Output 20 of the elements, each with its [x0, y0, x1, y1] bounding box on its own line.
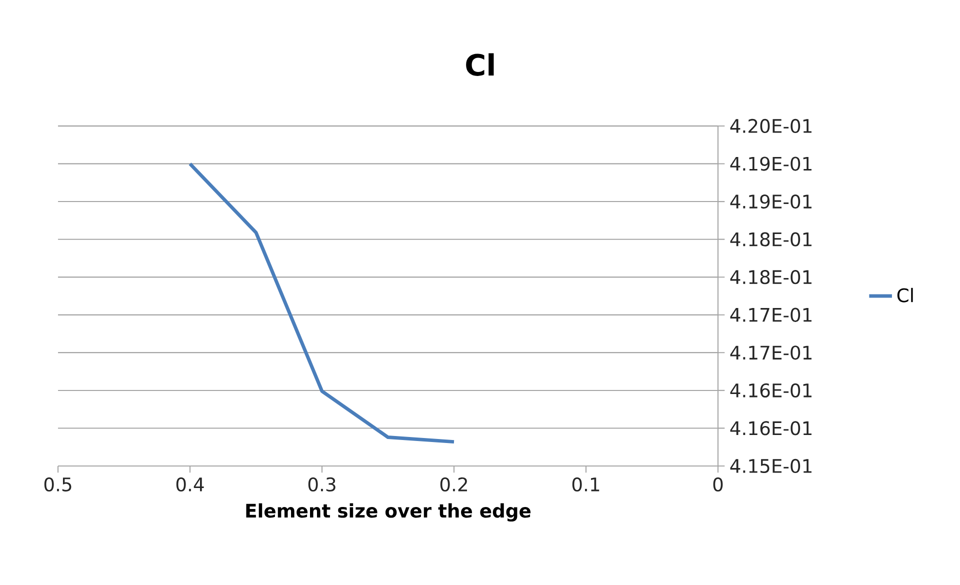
legend-label: Cl — [897, 288, 913, 302]
y-tick-label: 4.19E-01 — [730, 156, 812, 171]
x-tick-label: 0.4 — [176, 477, 204, 492]
y-tick-label: 4.18E-01 — [730, 232, 812, 246]
x-axis-title: Element size over the edge — [246, 503, 531, 522]
x-tick-label: 0.3 — [308, 477, 336, 492]
line-series — [188, 162, 456, 444]
x-tick-label: 0.5 — [44, 477, 72, 492]
y-tick-label: 4.17E-01 — [730, 346, 812, 360]
x-tick-label: 0 — [713, 477, 723, 492]
y-tick-label: 4.16E-01 — [730, 383, 812, 398]
chart-title: Cl — [466, 53, 494, 76]
y-tick-label: 4.15E-01 — [730, 458, 812, 474]
y-tick-label: 4.18E-01 — [730, 270, 812, 284]
y-tick-label: 4.16E-01 — [730, 421, 812, 436]
x-tick-label: 0.1 — [572, 477, 600, 492]
y-tick-label: 4.20E-01 — [730, 118, 812, 134]
y-tick-label: 4.17E-01 — [730, 308, 812, 322]
x-tick-label: 0.2 — [440, 477, 467, 492]
y-tick-label: 4.19E-01 — [730, 194, 812, 209]
